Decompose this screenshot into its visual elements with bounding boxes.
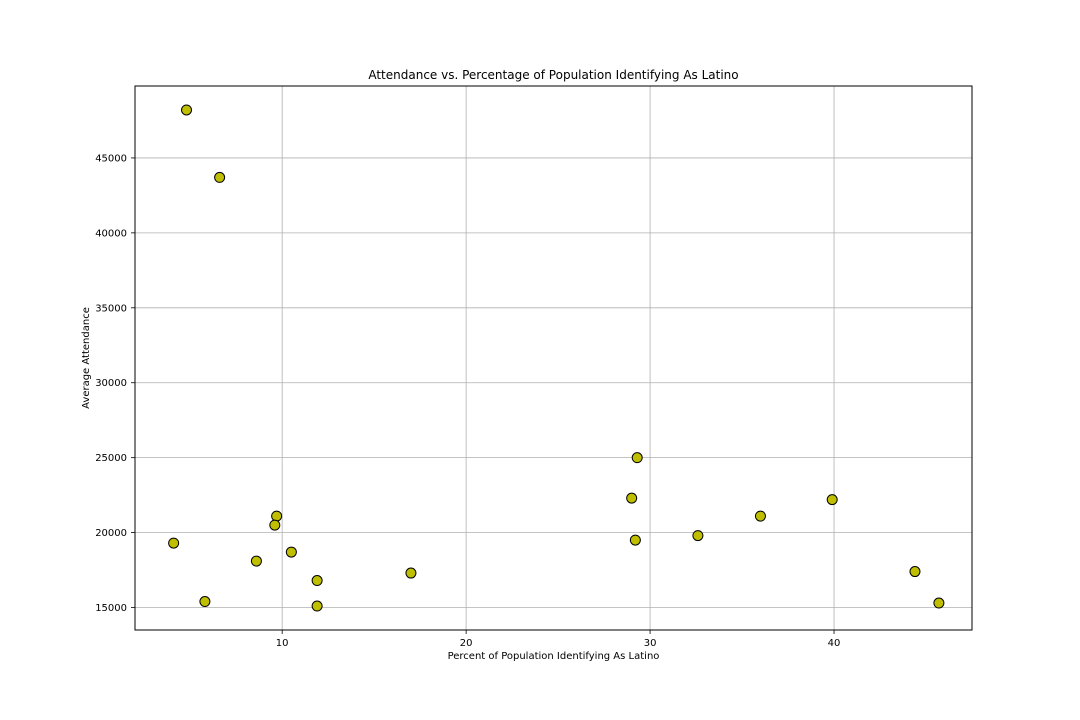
y-tick-label: 20000 bbox=[95, 528, 127, 539]
data-points bbox=[168, 104, 945, 612]
y-tick-label: 15000 bbox=[95, 603, 127, 614]
x-axis-ticks: 10 20 30 40 bbox=[276, 630, 841, 649]
scatter-point bbox=[311, 600, 323, 612]
y-tick-label: 30000 bbox=[95, 378, 127, 389]
scatter-point bbox=[692, 530, 704, 542]
plot-frame bbox=[134, 85, 973, 631]
y-axis-ticks: 15000 20000 25000 30000 35000 40000 45000 bbox=[95, 153, 135, 614]
chart-title: Attendance vs. Percentage of Population … bbox=[368, 68, 738, 82]
scatter-point bbox=[754, 510, 766, 522]
y-tick-label: 40000 bbox=[95, 228, 127, 239]
scatter-point bbox=[269, 519, 281, 531]
scatter-point bbox=[199, 596, 211, 608]
scatter-point bbox=[631, 452, 643, 464]
x-tick-label: 10 bbox=[276, 638, 289, 649]
x-tick-label: 40 bbox=[828, 638, 841, 649]
scatter-point bbox=[629, 534, 641, 546]
scatter-point bbox=[826, 494, 838, 506]
scatter-point bbox=[626, 492, 638, 504]
x-tick-label: 30 bbox=[644, 638, 657, 649]
scatter-point bbox=[250, 555, 262, 567]
scatter-point bbox=[933, 597, 945, 609]
scatter-point bbox=[311, 575, 323, 587]
scatter-point bbox=[909, 566, 921, 578]
x-tick-label: 20 bbox=[460, 638, 473, 649]
scatter-point bbox=[271, 510, 283, 522]
scatter-point bbox=[405, 567, 417, 579]
y-tick-label: 25000 bbox=[95, 453, 127, 464]
scatter-point bbox=[181, 104, 193, 116]
grid-lines bbox=[135, 86, 972, 630]
scatter-point bbox=[214, 171, 226, 183]
y-axis-label: Average Attendance bbox=[81, 307, 92, 409]
y-tick-label: 45000 bbox=[95, 153, 127, 164]
scatter-point bbox=[285, 546, 297, 558]
y-tick-label: 35000 bbox=[95, 303, 127, 314]
scatter-point bbox=[168, 537, 180, 549]
x-axis-label: Percent of Population Identifying As Lat… bbox=[448, 651, 660, 662]
